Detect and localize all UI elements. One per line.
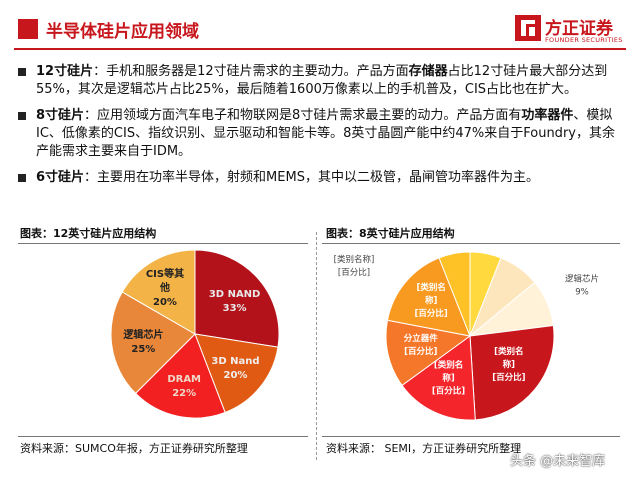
pie-slice — [134, 333, 226, 419]
pie-slice-label: 称] — [503, 359, 516, 370]
pie-slice-value: 22% — [172, 388, 196, 399]
pie-slice-label: [类别名 — [416, 282, 445, 293]
pie-slice-label: 3D NAND — [209, 289, 261, 300]
pie-slice-label: 他 — [159, 281, 170, 294]
bullet-6inch: 6寸硅片：主要用在功率半导体，射频和MEMS，其中以二极管，晶闸管功率器件为主。 — [16, 169, 620, 187]
pie-slice-label: 逻辑芯片 — [123, 328, 163, 341]
pie-slice-value: [百分比] — [492, 372, 525, 383]
bullet-square-icon — [18, 174, 26, 182]
slide-title: 半导体硅片应用领域 — [46, 22, 199, 42]
pie-slice-value: 25% — [131, 344, 155, 355]
right-source-rule — [322, 436, 620, 437]
pie-slice-value: [百分比] — [415, 308, 448, 319]
pie-slice-label: [类别名 — [434, 360, 463, 371]
pie-slice-label: 称] — [425, 295, 438, 306]
left-source: 资料来源：SUMCO年报，方正证券研究所整理 — [20, 442, 248, 455]
column-divider — [316, 232, 317, 460]
pie-slice-label: 逻辑芯片 — [565, 274, 599, 285]
title-underline — [14, 48, 626, 50]
pie-slice — [438, 251, 471, 337]
bullet-label: 8寸硅片 — [36, 108, 85, 123]
pie-slice — [194, 333, 279, 414]
bullet-text: ：主要用在功率半导体，射频和MEMS，其中以二极管，晶闸管功率器件为主。 — [84, 170, 539, 185]
bullet-label: 12寸硅片 — [36, 64, 94, 79]
logo-text-cn: 方正证券 — [545, 19, 613, 39]
bullet-label: 6寸硅片 — [36, 170, 85, 185]
pie-slice-label: [类别名 — [494, 346, 523, 357]
bullet-text: ：手机和服务器是12寸硅片需求的主要动力。产品方面 — [93, 64, 409, 79]
pie-slice — [121, 249, 196, 335]
pie-slice — [401, 335, 476, 421]
pie-slice-value: [百分比] — [338, 267, 370, 278]
pie-slice-label: 称] — [442, 373, 455, 384]
brand-logo: 方正证券 FOUNDER SECURITIES — [515, 14, 630, 50]
bullet-bold: 功率器件 — [521, 108, 574, 123]
bullet-bold: 存储器 — [408, 64, 448, 79]
pie-slice-value: 20% — [153, 297, 177, 308]
left-chart-title: 图表：12英寸硅片应用结构 — [20, 227, 157, 240]
bullet-square-icon — [18, 68, 26, 76]
pie-slice-label: CIS等其 — [146, 267, 184, 280]
right-chart-title-rule — [322, 243, 620, 244]
founder-logo-icon — [515, 15, 541, 41]
pie-slice-value: [百分比] — [404, 346, 437, 357]
pie-slice-label: 3D Nand — [211, 356, 259, 367]
left-chart-title-rule — [18, 243, 308, 244]
pie-slice — [194, 249, 280, 348]
left-pie-chart: 3D NAND 33% 3D Nand 20% DRAM 22% 逻辑芯片 25% CIS等其他… — [110, 249, 280, 419]
bullet-8inch: 8寸硅片：应用领域方面汽车电子和物联网是8寸硅片需求最主要的动力。产品方面有功率… — [16, 107, 620, 161]
pie-slice-value: 9% — [575, 288, 589, 298]
logo-text-en: FOUNDER SECURITIES — [545, 36, 623, 44]
slide-title-bar: 半导体硅片应用领域 — [18, 13, 218, 45]
bullet-text: ：应用领域方面汽车电子和物联网是8寸硅片需求最主要的动力。产品方面有 — [84, 108, 522, 123]
pie-slice-value: [百分比] — [432, 386, 465, 397]
bullet-list: 12寸硅片：手机和服务器是12寸硅片需求的主要动力。产品方面存储器占比12寸硅片… — [16, 63, 620, 195]
left-source-rule — [18, 436, 308, 437]
title-square-icon — [18, 19, 38, 39]
right-chart-title: 图表：8英寸硅片应用结构 — [326, 227, 455, 240]
watermark: 头条 @未来智库 — [510, 454, 606, 469]
right-source: 资料来源： SEMI，方正证券研究所整理 — [326, 442, 522, 455]
bullet-text: 、模拟IC、低像素的CIS、指纹识别、显示驱动和智能卡等。8英寸晶圆产能中约47… — [36, 108, 615, 159]
pie-slice-label: DRAM — [167, 374, 201, 385]
pie-slice — [110, 291, 196, 395]
bullet-12inch: 12寸硅片：手机和服务器是12寸硅片需求的主要动力。产品方面存储器占比12寸硅片… — [16, 63, 620, 99]
bullet-square-icon — [18, 112, 26, 120]
pie-slice-value: 33% — [223, 303, 247, 314]
bullet-text: 占比12寸硅片最大部分达到55%，其次是逻辑芯片占比25%，最后随着1600万像… — [36, 64, 608, 97]
pie-slice-label: [类别名称] — [334, 254, 375, 265]
pie-slice — [386, 257, 471, 337]
pie-slice — [385, 319, 472, 387]
right-pie-chart: [类别名称][百分比]存储芯片8%逻辑芯片9%[类别名称][百分比][类别名称]… — [334, 251, 599, 421]
pie-slice-value: 20% — [224, 370, 248, 381]
pie-slice — [469, 324, 555, 421]
pie-slice-label: 分立器件 — [404, 333, 439, 344]
